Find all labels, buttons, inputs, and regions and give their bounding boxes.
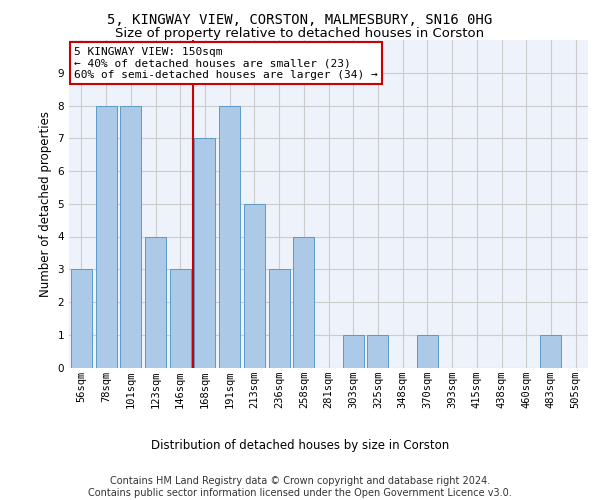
Bar — [219, 106, 240, 368]
Bar — [541, 335, 562, 368]
Bar — [71, 269, 92, 368]
Text: 5, KINGWAY VIEW, CORSTON, MALMESBURY, SN16 0HG: 5, KINGWAY VIEW, CORSTON, MALMESBURY, SN… — [107, 12, 493, 26]
Bar — [120, 106, 141, 368]
Bar — [194, 138, 215, 368]
Bar — [145, 236, 166, 368]
Bar — [269, 269, 290, 368]
Bar — [95, 106, 116, 368]
Text: Size of property relative to detached houses in Corston: Size of property relative to detached ho… — [115, 28, 485, 40]
Bar — [417, 335, 438, 368]
Bar — [244, 204, 265, 368]
Text: Contains HM Land Registry data © Crown copyright and database right 2024.
Contai: Contains HM Land Registry data © Crown c… — [88, 476, 512, 498]
Bar — [367, 335, 388, 368]
Bar — [170, 269, 191, 368]
Text: 5 KINGWAY VIEW: 150sqm
← 40% of detached houses are smaller (23)
60% of semi-det: 5 KINGWAY VIEW: 150sqm ← 40% of detached… — [74, 46, 378, 80]
Bar — [293, 236, 314, 368]
Text: Distribution of detached houses by size in Corston: Distribution of detached houses by size … — [151, 440, 449, 452]
Bar — [343, 335, 364, 368]
Y-axis label: Number of detached properties: Number of detached properties — [39, 111, 52, 296]
